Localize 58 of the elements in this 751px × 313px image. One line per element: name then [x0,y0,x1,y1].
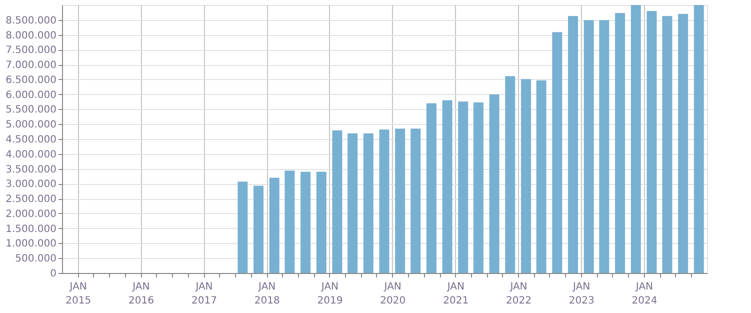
y-tick-label: 8.500.000 [6,15,56,26]
y-tick-label: 6.000.000 [6,90,56,101]
bar [630,5,641,273]
bar [505,76,516,273]
x-tick-label: JAN 2018 [254,282,280,306]
x-tick-label: JAN 2023 [568,282,594,306]
x-tick-label: JAN 2017 [192,282,217,306]
x-tick-label: JAN 2016 [128,282,154,306]
bar [269,178,280,273]
bar [238,182,248,273]
x-tick-label: JAN 2020 [380,282,406,306]
bar [316,172,326,273]
y-tick-label: 5.000.000 [6,120,56,131]
bar [363,133,374,273]
bar [458,101,468,273]
y-tick-label: 8.000.000 [6,30,56,42]
y-tick-label: 4.000.000 [6,149,56,160]
bar [426,103,436,273]
y-tick-label: 3.000.000 [6,179,56,190]
y-tick-label: 2.500.000 [6,194,56,206]
bar [442,100,452,273]
bar [300,172,311,273]
y-tick-label: 1.500.000 [6,224,56,235]
bar [694,5,704,273]
bar [599,20,610,273]
y-tick-label: 7.000.000 [6,60,56,72]
bar [395,128,406,273]
bar [379,129,390,273]
y-tick-label: 7.500.000 [6,45,56,56]
bar [473,102,484,273]
x-tick-label: JAN 2015 [66,282,92,306]
y-tick-label: 6.500.000 [6,74,56,86]
y-tick-label: 500.000 [15,254,56,265]
bar [552,32,562,273]
x-tick-label: JAN 2024 [632,282,658,306]
bar [536,80,546,273]
y-tick-label: 0 [50,268,56,280]
x-tick-label: JAN 2019 [317,282,343,306]
bar [678,14,688,273]
y-tick-label: 3.500.000 [6,164,56,176]
x-tick-label: JAN 2021 [443,282,469,306]
bar [662,16,672,273]
bar [584,20,594,273]
y-tick-label: 4.500.000 [6,134,56,146]
bar [254,186,264,273]
y-tick-label: 2.000.000 [6,208,56,220]
bar [410,128,421,273]
bar [646,10,657,273]
y-tick-label: 1.000.000 [6,238,56,250]
bar [520,79,531,273]
bar [284,170,295,273]
bar [332,130,342,273]
bar [568,16,578,273]
bar [615,13,626,273]
bar [348,133,358,273]
bar [489,94,500,273]
y-tick-label: 5.500.000 [6,104,56,116]
x-tick-label: JAN 2022 [506,282,532,306]
